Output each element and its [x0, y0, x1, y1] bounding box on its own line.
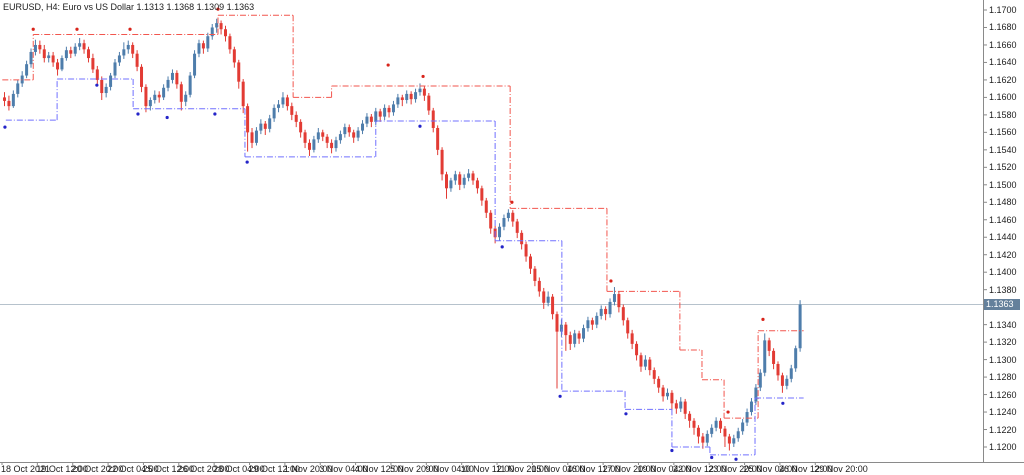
price-tick-label: 1.1640 [989, 57, 1017, 68]
price-tick-label: 1.1500 [989, 179, 1017, 190]
price-tick-label: 1.1560 [989, 127, 1017, 138]
price-tick-label: 1.1300 [989, 354, 1017, 365]
price-tick-label: 1.1240 [989, 407, 1017, 418]
price-tick-label: 1.1480 [989, 197, 1017, 208]
time-tick-label: 23 Nov 20:00 [708, 464, 762, 474]
time-tick-label: 19 Nov 04:00 [637, 464, 692, 474]
price-tick-label: 1.1380 [989, 284, 1017, 295]
time-tick-label: 9 Nov 04:00 [425, 464, 474, 474]
price-tick-label: 1.1660 [989, 39, 1017, 50]
time-tick-label: 22 Nov 12:00 [672, 464, 727, 474]
time-tick-label: 29 Nov 20:00 [814, 464, 868, 474]
price-tick-label: 1.1420 [989, 249, 1017, 260]
time-tick-label: 11 Nov 20:00 [496, 464, 549, 474]
time-tick-label: 22 Oct 04:00 [107, 464, 159, 474]
price-tick-label: 1.1340 [989, 319, 1017, 330]
price-tick-label: 1.1620 [989, 74, 1017, 85]
time-tick-label: 18 Oct 2021 [1, 464, 51, 474]
time-tick-label: 4 Nov 12:00 [354, 464, 404, 474]
price-tick-label: 1.1540 [989, 144, 1017, 155]
price-tick-label: 1.1700 [989, 5, 1017, 15]
time-tick-label: 28 Oct 04:00 [213, 464, 265, 474]
time-tick-label: 29 Oct 12:00 [248, 464, 301, 474]
time-tick-label: 5 Nov 20:00 [389, 464, 439, 474]
price-tick-label: 1.1400 [989, 267, 1017, 278]
time-tick-label: 20 Oct 20:00 [71, 464, 124, 474]
time-tick-label: 10 Nov 12:00 [460, 464, 515, 474]
time-tick-label: 15 Nov 04:00 [531, 464, 585, 474]
time-tick-label: 3 Nov 04:00 [319, 464, 368, 474]
time-tick-label: 26 Oct 20:00 [177, 464, 230, 474]
price-tick-label: 1.1320 [989, 337, 1017, 348]
price-tick-label: 1.1680 [989, 22, 1017, 33]
price-tick-label: 1.1260 [989, 389, 1017, 400]
price-tick-label: 1.1440 [989, 232, 1017, 243]
time-tick-label: 25 Nov 04:00 [743, 464, 798, 474]
price-tick-label: 1.1220 [989, 424, 1017, 435]
current-price-label: 1.1363 [984, 299, 1020, 311]
time-tick-label: 25 Oct 12:00 [142, 464, 194, 474]
time-tick-label: 26 Nov 12:00 [778, 464, 833, 474]
chart-title: EURUSD, H4: Euro vs US Dollar 1.1313 1.1… [3, 2, 255, 12]
time-tick-label: 17 Nov 20:00 [602, 464, 656, 474]
price-tick-label: 1.1200 [989, 442, 1017, 452]
time-tick-label: 19 Oct 12:00 [36, 464, 88, 474]
time-tick-label: 1 Nov 20:00 [283, 464, 333, 474]
time-tick-label: 16 Nov 12:00 [566, 464, 621, 474]
price-tick-label: 1.1520 [989, 162, 1017, 173]
price-tick-label: 1.1280 [989, 372, 1017, 383]
price-tick-label: 1.1600 [989, 92, 1017, 103]
price-tick-label: 1.1580 [989, 109, 1017, 120]
price-tick-label: 1.1460 [989, 214, 1017, 225]
